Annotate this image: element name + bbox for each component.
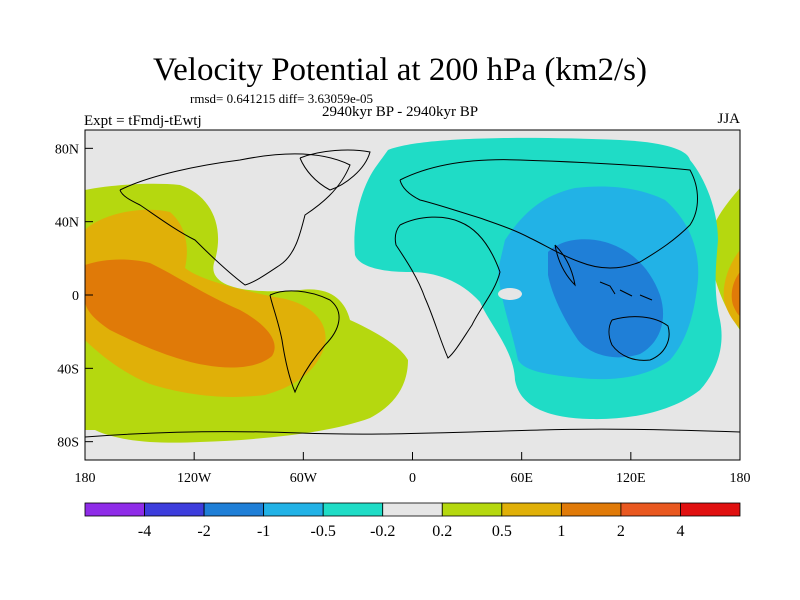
y-tick-label: 80S [57,436,79,451]
colorbar-label: -0.2 [370,523,395,540]
y-tick-label: 40N [55,216,79,231]
x-tick-label: 0 [409,471,416,486]
season-label: JJA [717,111,740,127]
colorbar-swatch [680,502,741,517]
colorbar-swatch [501,502,562,517]
colorbar-swatch [322,502,384,517]
period-label: 2940kyr BP - 2940kyr BP [322,104,479,120]
colorbar-label: 4 [676,523,684,540]
x-axis: 180 120W 60W 0 60E 120E 180 [75,452,751,486]
contour-negative-1 [548,239,664,358]
coast-greenland [299,149,371,191]
coast-indonesia [599,281,653,301]
map-plot [85,130,740,460]
y-axis: 80N 40N 0 40S 80S [55,142,93,451]
colorbar-label: -1 [257,523,270,540]
colorbar-swatch [560,502,622,517]
colorbar-label: 1 [557,523,565,540]
colorbar-swatch [144,502,205,517]
coast-north-america [119,153,351,286]
x-tick-label: 120E [616,471,646,486]
x-tick-label: 60E [510,471,533,486]
y-tick-label: 80N [55,142,79,157]
y-tick-label: 0 [72,289,79,304]
neutral-patch [498,288,522,300]
x-tick-label: 60W [290,471,318,486]
colorbar-label: -0.5 [311,523,336,540]
coast-eurasia [399,159,698,269]
coast-antarctica [85,428,740,438]
colorbar-label: 0.2 [432,523,452,540]
coast-australia [608,316,670,361]
x-tick-label: 120W [177,471,212,486]
colorbar: -4 -2 -1 -0.5 -0.2 0.2 0.5 1 2 4 [84,502,741,540]
colorbar-label: -4 [138,523,151,540]
x-tick-label: 180 [730,471,751,486]
coast-india [554,244,576,287]
contour-positive-1 [85,259,275,368]
colorbar-label: 0.5 [492,523,512,540]
colorbar-swatch [263,502,324,517]
colorbar-swatch [203,502,265,517]
colorbar-label: 2 [617,523,625,540]
coastlines [85,149,740,438]
stats-line: rmsd= 0.641215 diff= 3.63059e-05 [190,91,374,106]
experiment-label: Expt = tFmdj-tEwtj [84,113,202,129]
chart-title: Velocity Potential at 200 hPa (km2/s) [152,52,648,88]
colorbar-swatch [382,502,443,517]
coast-south-america [269,290,340,394]
x-tick-label: 180 [75,471,96,486]
contour-east-positive-1 [731,272,740,316]
y-tick-label: 40S [57,362,79,377]
colorbar-swatch [620,502,681,517]
colorbar-swatch [441,502,503,517]
colorbar-label: -2 [197,523,210,540]
colorbar-swatch [84,502,145,517]
coast-africa [394,216,501,359]
